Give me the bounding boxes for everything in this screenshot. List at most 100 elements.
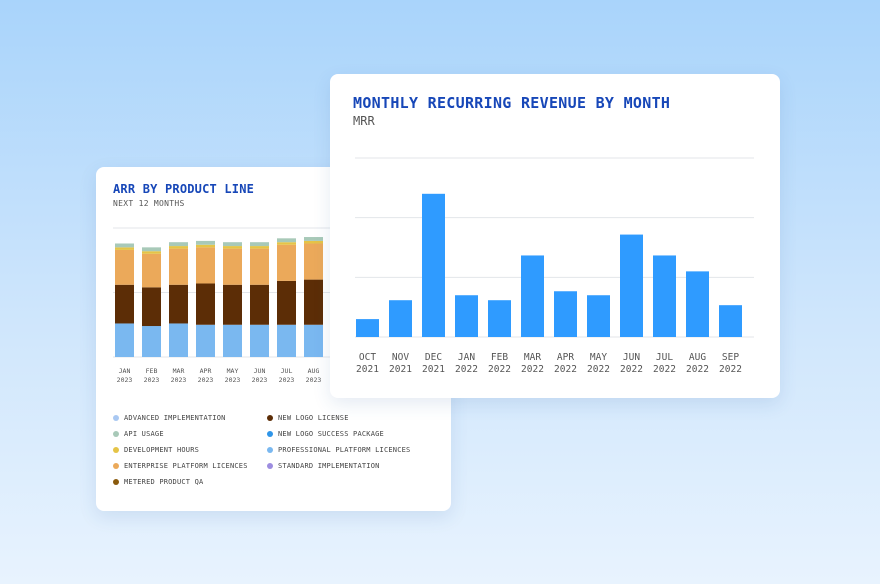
- arr-bar-segment: [277, 280, 296, 325]
- arr-bar-segment: [169, 246, 188, 249]
- arr-bar-segment: [142, 253, 161, 288]
- arr-x-tick-label: APR 2023: [198, 367, 214, 384]
- arr-bar-segment: [169, 323, 188, 357]
- mrr-bar: [554, 291, 577, 337]
- arr-bar-segment: [250, 248, 269, 285]
- arr-legend-item: DEVELOPMENT HOURS: [113, 445, 267, 455]
- arr-x-tick-label: MAR 2023: [171, 367, 187, 384]
- arr-legend-item: API USAGE: [113, 429, 267, 439]
- mrr-bar: [653, 255, 676, 337]
- arr-bar-segment: [250, 324, 269, 357]
- arr-chart-subtitle: NEXT 12 MONTHS: [113, 199, 185, 208]
- arr-bar-segment: [223, 284, 242, 325]
- arr-legend: ADVANCED IMPLEMENTATION NEW LOGO LICENSE A…: [113, 413, 443, 487]
- mrr-x-tick-label: FEB 2022: [488, 352, 511, 375]
- arr-bar-segment: [196, 240, 215, 245]
- mrr-chart-subtitle: MRR: [353, 114, 375, 128]
- arr-bar-segment: [115, 243, 134, 248]
- arr-legend-label: NEW LOGO LICENSE: [278, 414, 349, 422]
- arr-bar-segment: [304, 279, 323, 325]
- arr-bar-segment: [115, 249, 134, 285]
- mrr-x-tick-label: JAN 2022: [455, 352, 478, 375]
- arr-bar-segment: [277, 238, 296, 243]
- mrr-x-tick-label: MAY 2022: [587, 352, 610, 375]
- mrr-x-tick-label: SEP 2022: [719, 352, 742, 375]
- legend-swatch-icon: [113, 447, 119, 453]
- arr-legend-label: API USAGE: [124, 430, 164, 438]
- mrr-x-tick-label: OCT 2021: [356, 352, 379, 375]
- arr-bar-segment: [169, 284, 188, 324]
- mrr-bar: [488, 300, 511, 337]
- mrr-bar: [389, 300, 412, 337]
- arr-legend-label: METERED PRODUCT QA: [124, 478, 204, 486]
- arr-bar-segment: [250, 242, 269, 247]
- mrr-bar: [587, 295, 610, 337]
- arr-x-tick-label: JAN 2023: [117, 367, 133, 384]
- legend-swatch-icon: [113, 415, 119, 421]
- arr-x-tick-label: FEB 2023: [144, 367, 160, 384]
- arr-legend-label: PROFESSIONAL PLATFORM LICENCES: [278, 446, 411, 454]
- mrr-x-tick-label: AUG 2022: [686, 352, 709, 375]
- arr-bar-segment: [115, 247, 134, 250]
- arr-legend-item: PROFESSIONAL PLATFORM LICENCES: [267, 445, 437, 455]
- arr-legend-item: NEW LOGO LICENSE: [267, 413, 437, 423]
- mrr-bar: [620, 234, 643, 337]
- arr-legend-label: STANDARD IMPLEMENTATION: [278, 462, 380, 470]
- arr-x-tick-label: JUL 2023: [279, 367, 295, 384]
- arr-bar-segment: [115, 284, 134, 324]
- legend-swatch-icon: [113, 479, 119, 485]
- arr-bar-segment: [196, 324, 215, 357]
- arr-bar-segment: [142, 247, 161, 252]
- legend-swatch-icon: [113, 463, 119, 469]
- mrr-x-tick-label: DEC 2021: [422, 352, 445, 375]
- mrr-bar: [719, 305, 742, 337]
- legend-swatch-icon: [267, 431, 273, 437]
- mrr-chart-title: MONTHLY RECURRING REVENUE BY MONTH: [353, 94, 671, 112]
- legend-swatch-icon: [267, 415, 273, 421]
- arr-bar-segment: [142, 287, 161, 327]
- mrr-bar: [686, 271, 709, 337]
- arr-bar-segment: [304, 324, 323, 357]
- arr-bar-segment: [142, 251, 161, 254]
- mrr-bar: [521, 255, 544, 337]
- legend-swatch-icon: [267, 447, 273, 453]
- arr-bar-segment: [223, 324, 242, 357]
- arr-legend-item: NEW LOGO SUCCESS PACKAGE: [267, 429, 437, 439]
- mrr-bar: [455, 295, 478, 337]
- mrr-x-tick-label: NOV 2021: [389, 352, 412, 375]
- arr-legend-label: DEVELOPMENT HOURS: [124, 446, 200, 454]
- arr-bar-segment: [277, 244, 296, 281]
- mrr-x-tick-label: APR 2022: [554, 352, 577, 375]
- arr-bar-segment: [196, 244, 215, 248]
- arr-bar-segment: [223, 246, 242, 249]
- legend-swatch-icon: [267, 463, 273, 469]
- arr-bar-segment: [250, 246, 269, 249]
- arr-x-tick-label: MAY 2023: [225, 367, 241, 384]
- arr-legend-label: NEW LOGO SUCCESS PACKAGE: [278, 430, 384, 438]
- arr-legend-item: ENTERPRISE PLATFORM LICENCES: [113, 461, 267, 471]
- arr-bar-segment: [277, 242, 296, 245]
- arr-bar-segment: [169, 248, 188, 285]
- arr-stacked-bar-chart: JAN 2023 FEB 2023 MAR 2023 APR 2023 MAY 2023 JUN 20…: [113, 227, 451, 384]
- arr-chart-title: ARR BY PRODUCT LINE: [113, 182, 255, 196]
- arr-bar-segment: [223, 242, 242, 247]
- arr-legend-item: STANDARD IMPLEMENTATION: [267, 461, 437, 471]
- arr-bar-segment: [196, 247, 215, 284]
- mrr-bar: [356, 319, 379, 337]
- arr-legend-item: ADVANCED IMPLEMENTATION: [113, 413, 267, 423]
- arr-bar-segment: [277, 324, 296, 357]
- arr-legend-label: ADVANCED IMPLEMENTATION: [124, 414, 226, 422]
- legend-swatch-icon: [113, 431, 119, 437]
- arr-bar-segment: [169, 242, 188, 247]
- arr-x-tick-label: AUG 2023: [306, 367, 322, 384]
- mrr-x-tick-label: JUL 2022: [653, 352, 676, 375]
- mrr-x-tick-label: JUN 2022: [620, 352, 643, 375]
- arr-bar-segment: [304, 243, 323, 280]
- arr-bar-segment: [250, 284, 269, 325]
- arr-bar-segment: [304, 237, 323, 241]
- arr-bar-segment: [223, 248, 242, 285]
- arr-x-tick-label: JUN 2023: [252, 367, 268, 384]
- arr-bar-segment: [196, 283, 215, 325]
- mrr-bar: [422, 193, 445, 337]
- arr-bar-segment: [142, 326, 161, 357]
